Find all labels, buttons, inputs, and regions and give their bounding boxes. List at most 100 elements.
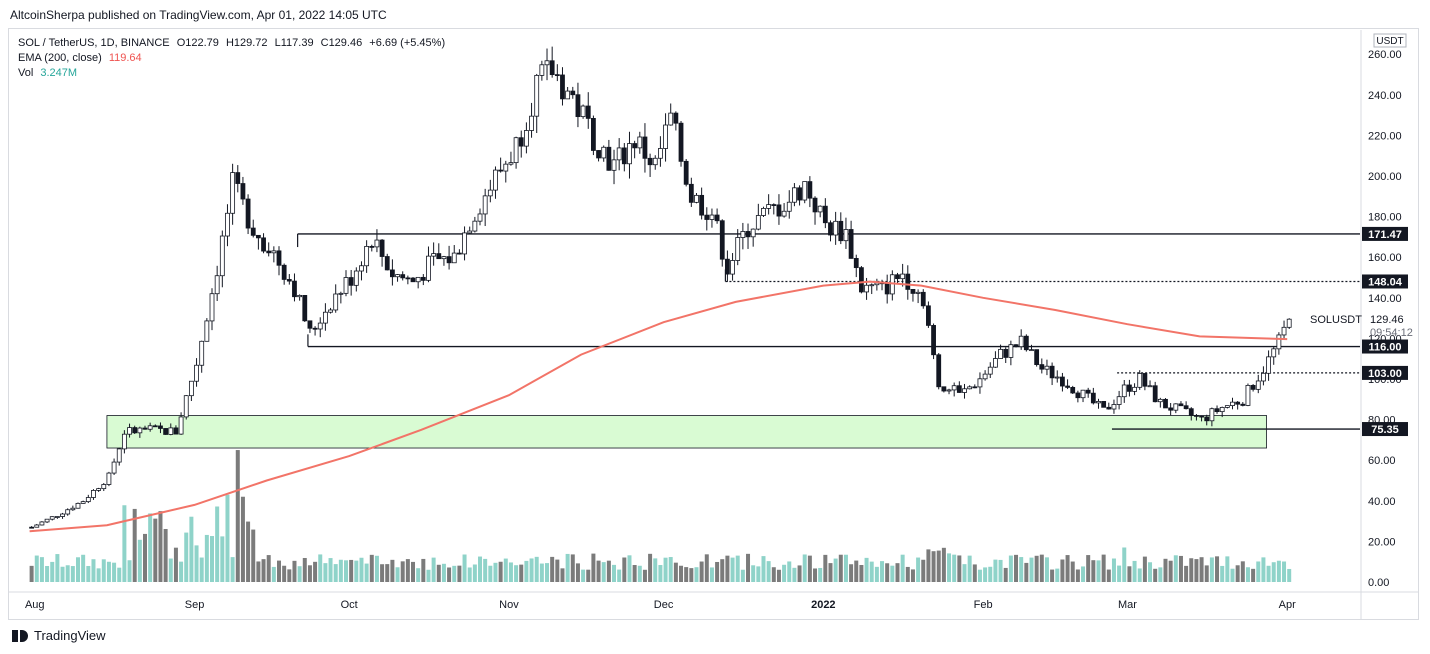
candle-body: [822, 205, 828, 224]
volume-bar: [400, 561, 405, 582]
volume-bar: [1003, 567, 1008, 582]
candle-body: [420, 276, 426, 281]
candle-body: [1168, 407, 1174, 411]
candle-body: [1075, 392, 1081, 399]
candle-body: [152, 425, 158, 428]
candle-body: [936, 354, 942, 388]
volume-bar: [1101, 554, 1106, 582]
candle-body: [678, 122, 684, 162]
volume-bar: [663, 557, 668, 582]
level-label: 103.00: [1368, 368, 1402, 380]
volume-bar: [179, 561, 184, 582]
volume-bar: [143, 533, 148, 582]
volume-bar: [1261, 557, 1266, 582]
volume-bar: [452, 565, 457, 582]
legend-vol-row: Vol 3.247M: [18, 66, 445, 81]
volume-bar: [606, 560, 611, 582]
legend-ema-label[interactable]: EMA (200, close): [18, 52, 102, 64]
legend-open: O122.79: [176, 37, 219, 49]
candle-body: [802, 181, 808, 201]
candle-body: [49, 516, 55, 520]
volume-bar: [880, 561, 885, 582]
candle-body: [65, 509, 71, 515]
volume-bar: [189, 516, 194, 582]
candle-body: [410, 277, 416, 283]
candle-body: [302, 295, 308, 322]
y-tick-label: 0.00: [1368, 577, 1389, 589]
candle-body: [214, 275, 220, 295]
candle-body: [1039, 364, 1045, 370]
volume-bar: [720, 559, 725, 582]
volume-bar: [436, 564, 441, 582]
volume-bar: [900, 554, 905, 582]
candle-body: [369, 246, 375, 248]
volume-bar: [307, 565, 312, 582]
demand-zone: [106, 415, 1267, 449]
candle-body: [1204, 416, 1210, 422]
candle-body: [998, 348, 1003, 359]
candle-body: [106, 472, 112, 485]
candle-body: [188, 380, 194, 397]
candle-body: [745, 231, 751, 238]
candle-body: [338, 292, 344, 295]
candle-body: [725, 258, 730, 275]
volume-bar: [828, 563, 833, 582]
volume-bar: [1142, 556, 1147, 582]
volume-bar: [926, 549, 931, 582]
candle-body: [400, 274, 406, 279]
volume-bar: [838, 554, 843, 582]
volume-bar: [524, 560, 529, 582]
legend-vol-label[interactable]: Vol: [18, 67, 34, 79]
candle-body: [1194, 414, 1199, 417]
volume-bar: [204, 534, 209, 582]
volume-bar: [952, 554, 957, 582]
volume-bar: [1256, 561, 1261, 582]
candle-body: [1085, 389, 1091, 394]
legend-low: L117.39: [274, 37, 314, 49]
candle-body: [1219, 407, 1225, 413]
volume-bar: [555, 559, 560, 582]
candle-body: [395, 274, 400, 278]
candle-body: [1266, 356, 1271, 374]
candle-body: [900, 273, 906, 280]
candle-body: [1127, 384, 1132, 392]
volume-bar: [184, 532, 189, 582]
currency-box: [1373, 33, 1407, 48]
candle-body: [379, 239, 385, 257]
candle-body: [508, 162, 514, 165]
volume-bar: [122, 505, 127, 582]
volume-bar: [1225, 556, 1230, 582]
y-tick-label: 180.00: [1368, 212, 1402, 224]
volume-bar: [642, 569, 647, 582]
candle-body: [554, 74, 560, 77]
candle-body: [591, 118, 596, 151]
volume-bar: [761, 556, 766, 582]
volume-bar: [1014, 554, 1019, 582]
candle-body: [271, 250, 277, 254]
volume-bar: [983, 567, 988, 582]
x-tick-label: Dec: [654, 599, 674, 611]
candle-body: [580, 105, 586, 118]
candle-body: [982, 373, 988, 380]
candle-body: [1183, 405, 1189, 410]
volume-bar: [225, 494, 230, 582]
volume-bar: [1266, 565, 1271, 582]
volume-bar: [81, 554, 86, 582]
volume-bar: [771, 567, 776, 582]
candle-body: [673, 112, 679, 124]
volume-bar: [1096, 560, 1101, 582]
volume-bar: [467, 567, 472, 582]
volume-bar: [369, 554, 374, 582]
candle-body: [1276, 334, 1282, 350]
legend-symbol[interactable]: SOL / TetherUS, 1D, BINANCE: [18, 37, 170, 49]
volume-bar: [637, 565, 642, 582]
candle-body: [766, 204, 772, 209]
volume-bar: [575, 563, 580, 582]
candle-body: [1214, 408, 1220, 413]
candle-body: [786, 201, 792, 212]
volume-bar: [715, 561, 720, 582]
y-tick-label: 40.00: [1368, 496, 1396, 508]
candle-body: [714, 214, 720, 222]
volume-bar: [1060, 559, 1065, 582]
